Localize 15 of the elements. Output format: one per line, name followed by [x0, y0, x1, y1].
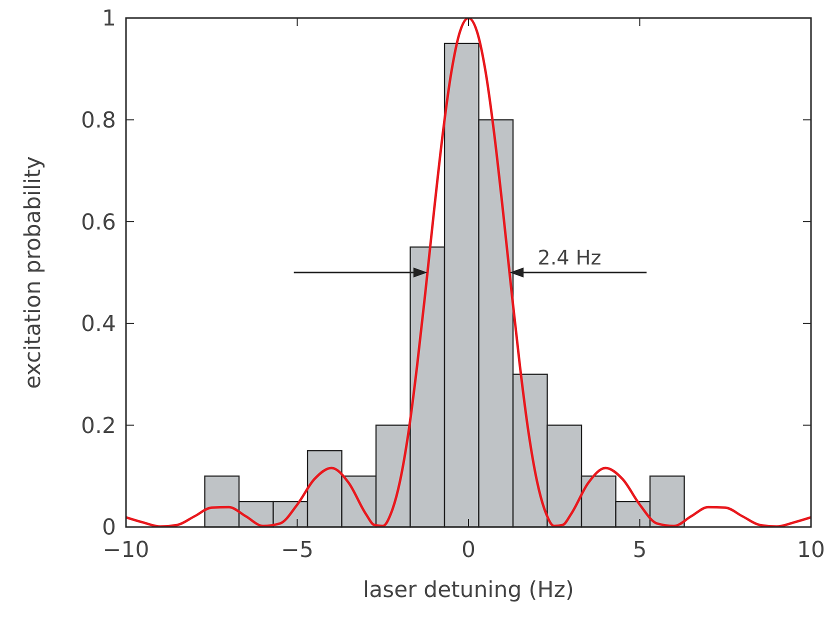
x-tick-label: −5 [281, 538, 314, 563]
annotation: 2.4 Hz [538, 246, 602, 270]
line-series [126, 18, 811, 527]
x-tick-label: 5 [632, 538, 647, 563]
x-axis-title: laser detuning (Hz) [363, 578, 574, 603]
y-tick-label: 0.4 [81, 312, 116, 338]
y-tick-label: 0.2 [81, 414, 116, 439]
y-tick-label: 0.8 [81, 108, 116, 134]
y-tick-label: 1 [102, 6, 116, 32]
x-tick-label: 0 [462, 538, 476, 563]
y-tick-label: 0.6 [81, 210, 116, 236]
y-tick-label: 0 [102, 516, 116, 541]
x-tick-label: −10 [102, 538, 150, 563]
x-tick-label: 10 [797, 538, 825, 563]
y-axis-title: excitation probability [21, 156, 46, 389]
